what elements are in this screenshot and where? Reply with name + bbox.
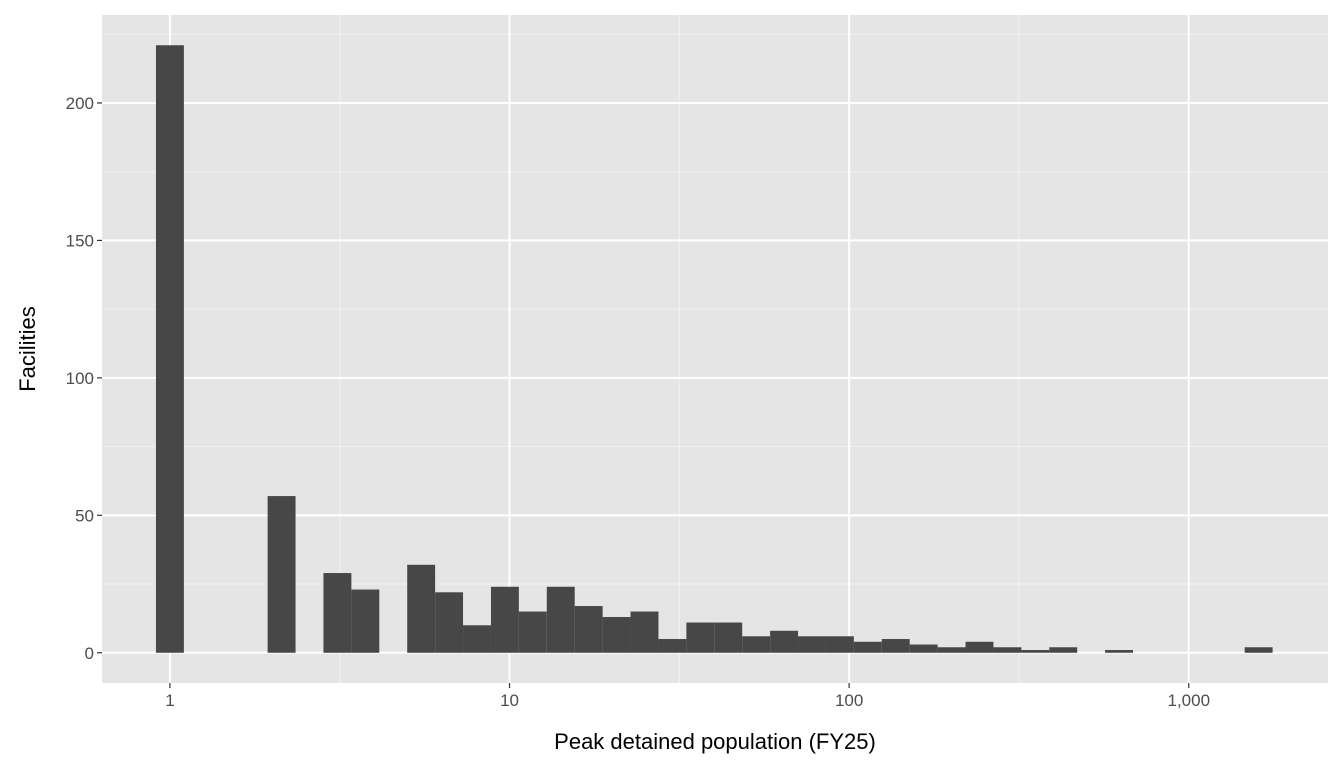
x-tick-label: 1,000: [1167, 691, 1210, 710]
y-tick-label: 100: [66, 369, 94, 388]
y-axis-title: Facilities: [15, 306, 40, 392]
histogram-bar: [463, 625, 491, 653]
histogram-bar: [574, 606, 603, 653]
bars: [155, 45, 1273, 653]
histogram-bar: [1021, 650, 1050, 653]
histogram-bar: [658, 639, 687, 653]
histogram-bar: [881, 639, 910, 653]
histogram-bar: [267, 496, 296, 653]
histogram-bar: [1244, 647, 1273, 653]
x-tick-label: 1: [165, 691, 174, 710]
x-tick-label: 100: [835, 691, 863, 710]
y-tick-label: 150: [66, 231, 94, 250]
histogram-bar: [909, 644, 938, 653]
plot-panel: [102, 15, 1328, 683]
histogram-bar: [1105, 650, 1134, 653]
x-tick-label: 10: [500, 691, 519, 710]
histogram-bar: [770, 630, 799, 653]
histogram-bar: [686, 622, 715, 653]
y-tick-label: 50: [75, 506, 94, 525]
histogram-bar: [407, 564, 436, 653]
y-tick-label: 200: [66, 94, 94, 113]
histogram-bar: [937, 647, 966, 653]
histogram-bar: [490, 586, 519, 653]
x-axis-title: Peak detained population (FY25): [554, 729, 876, 754]
histogram-bar: [714, 622, 743, 653]
histogram-bar: [351, 589, 380, 653]
histogram-bar: [965, 641, 994, 653]
histogram-bar: [155, 45, 184, 653]
histogram-bar: [518, 611, 547, 653]
histogram-bar: [602, 617, 631, 653]
x-axis: 1 10 100 1,000: [165, 683, 1210, 710]
histogram-bar: [798, 636, 826, 653]
y-tick-label: 0: [85, 644, 94, 663]
histogram-bar: [825, 636, 854, 653]
histogram-bar: [630, 611, 659, 653]
histogram-bar: [993, 647, 1022, 653]
histogram-bar: [853, 641, 882, 653]
histogram-bar: [742, 636, 771, 653]
y-axis: 0 50 100 150 200: [66, 94, 102, 663]
histogram-bar: [323, 573, 352, 653]
histogram-bar: [435, 592, 464, 653]
histogram-bar: [1049, 647, 1078, 653]
histogram-bar: [546, 586, 575, 653]
